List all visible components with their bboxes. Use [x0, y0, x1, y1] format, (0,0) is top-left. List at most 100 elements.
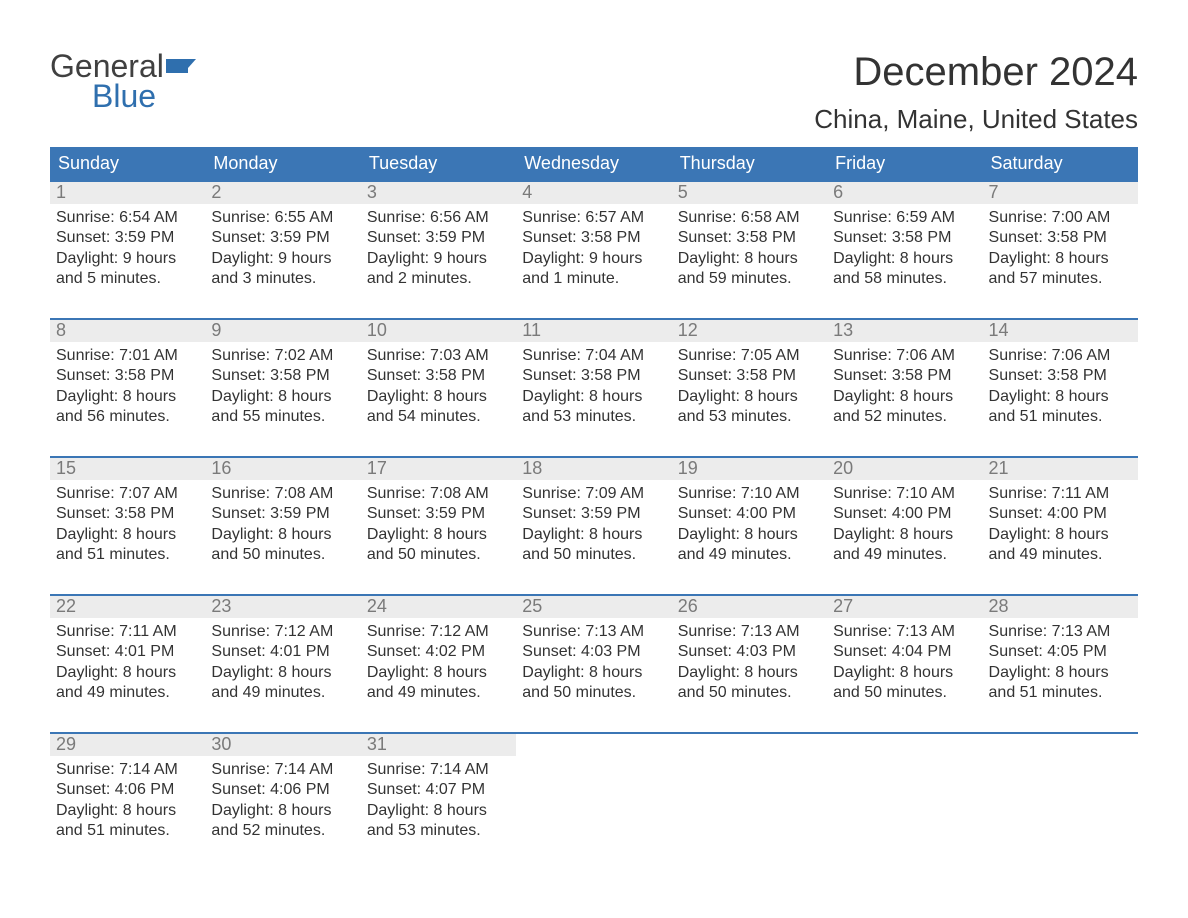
page: General Blue December 2024 China, Maine,…	[0, 0, 1188, 882]
sunrise-text: Sunrise: 7:02 AM	[211, 346, 354, 366]
day-number: 27	[827, 596, 982, 618]
weeks-container: 1Sunrise: 6:54 AMSunset: 3:59 PMDaylight…	[50, 180, 1138, 852]
day-number: 12	[672, 320, 827, 342]
day-detail: Sunrise: 7:05 AMSunset: 3:58 PMDaylight:…	[672, 342, 827, 430]
day-number: 25	[516, 596, 671, 618]
day-number: 30	[205, 734, 360, 756]
day-number: 7	[983, 182, 1138, 204]
calendar-cell: 5Sunrise: 6:58 AMSunset: 3:58 PMDaylight…	[672, 182, 827, 300]
day-number: 19	[672, 458, 827, 480]
weekday-header: Tuesday	[361, 147, 516, 180]
weekday-header: Friday	[827, 147, 982, 180]
daylight-text-2: and 2 minutes.	[367, 269, 510, 289]
daylight-text-2: and 53 minutes.	[367, 821, 510, 841]
daylight-text-2: and 1 minute.	[522, 269, 665, 289]
daylight-text-2: and 57 minutes.	[989, 269, 1132, 289]
sunrise-text: Sunrise: 7:03 AM	[367, 346, 510, 366]
day-number: 5	[672, 182, 827, 204]
day-number: 16	[205, 458, 360, 480]
calendar-cell: 29Sunrise: 7:14 AMSunset: 4:06 PMDayligh…	[50, 734, 205, 852]
daylight-text-1: Daylight: 9 hours	[211, 249, 354, 269]
daylight-text-2: and 52 minutes.	[833, 407, 976, 427]
sunset-text: Sunset: 3:59 PM	[56, 228, 199, 248]
calendar-cell: 27Sunrise: 7:13 AMSunset: 4:04 PMDayligh…	[827, 596, 982, 714]
sunrise-text: Sunrise: 6:59 AM	[833, 208, 976, 228]
daylight-text-2: and 49 minutes.	[678, 545, 821, 565]
calendar-cell: 1Sunrise: 6:54 AMSunset: 3:59 PMDaylight…	[50, 182, 205, 300]
daylight-text-2: and 5 minutes.	[56, 269, 199, 289]
day-number: 9	[205, 320, 360, 342]
daylight-text-2: and 3 minutes.	[211, 269, 354, 289]
weekday-header: Thursday	[672, 147, 827, 180]
daylight-text-1: Daylight: 8 hours	[211, 525, 354, 545]
day-number: 23	[205, 596, 360, 618]
sunrise-text: Sunrise: 7:12 AM	[367, 622, 510, 642]
day-number: 6	[827, 182, 982, 204]
day-detail: Sunrise: 7:13 AMSunset: 4:03 PMDaylight:…	[516, 618, 671, 706]
day-number: 26	[672, 596, 827, 618]
calendar: Sunday Monday Tuesday Wednesday Thursday…	[50, 147, 1138, 852]
day-detail: Sunrise: 7:13 AMSunset: 4:04 PMDaylight:…	[827, 618, 982, 706]
sunset-text: Sunset: 4:06 PM	[56, 780, 199, 800]
week-row: 22Sunrise: 7:11 AMSunset: 4:01 PMDayligh…	[50, 594, 1138, 714]
sunrise-text: Sunrise: 6:55 AM	[211, 208, 354, 228]
daylight-text-2: and 51 minutes.	[989, 683, 1132, 703]
day-number: 24	[361, 596, 516, 618]
day-number: 15	[50, 458, 205, 480]
daylight-text-1: Daylight: 8 hours	[367, 663, 510, 683]
logo-word-blue: Blue	[92, 80, 196, 114]
day-number	[983, 734, 1138, 736]
sunrise-text: Sunrise: 6:54 AM	[56, 208, 199, 228]
sunset-text: Sunset: 3:58 PM	[522, 228, 665, 248]
sunset-text: Sunset: 3:58 PM	[211, 366, 354, 386]
sunset-text: Sunset: 4:03 PM	[678, 642, 821, 662]
daylight-text-2: and 49 minutes.	[211, 683, 354, 703]
daylight-text-1: Daylight: 8 hours	[56, 663, 199, 683]
sunrise-text: Sunrise: 7:07 AM	[56, 484, 199, 504]
daylight-text-1: Daylight: 8 hours	[211, 663, 354, 683]
day-detail: Sunrise: 7:14 AMSunset: 4:06 PMDaylight:…	[50, 756, 205, 844]
sunset-text: Sunset: 4:04 PM	[833, 642, 976, 662]
daylight-text-1: Daylight: 8 hours	[367, 525, 510, 545]
day-number: 20	[827, 458, 982, 480]
sunset-text: Sunset: 4:01 PM	[211, 642, 354, 662]
daylight-text-2: and 49 minutes.	[367, 683, 510, 703]
sunrise-text: Sunrise: 7:14 AM	[56, 760, 199, 780]
day-number	[516, 734, 671, 736]
week-row: 8Sunrise: 7:01 AMSunset: 3:58 PMDaylight…	[50, 318, 1138, 438]
calendar-cell: 23Sunrise: 7:12 AMSunset: 4:01 PMDayligh…	[205, 596, 360, 714]
daylight-text-1: Daylight: 8 hours	[833, 663, 976, 683]
sunset-text: Sunset: 4:02 PM	[367, 642, 510, 662]
calendar-cell: 4Sunrise: 6:57 AMSunset: 3:58 PMDaylight…	[516, 182, 671, 300]
daylight-text-2: and 50 minutes.	[522, 683, 665, 703]
daylight-text-1: Daylight: 8 hours	[833, 387, 976, 407]
daylight-text-2: and 51 minutes.	[989, 407, 1132, 427]
day-detail: Sunrise: 6:56 AMSunset: 3:59 PMDaylight:…	[361, 204, 516, 292]
weekday-header-row: Sunday Monday Tuesday Wednesday Thursday…	[50, 147, 1138, 180]
sunset-text: Sunset: 3:58 PM	[989, 228, 1132, 248]
sunset-text: Sunset: 3:59 PM	[211, 228, 354, 248]
sunrise-text: Sunrise: 7:11 AM	[56, 622, 199, 642]
sunset-text: Sunset: 4:03 PM	[522, 642, 665, 662]
sunset-text: Sunset: 4:00 PM	[989, 504, 1132, 524]
day-detail: Sunrise: 7:01 AMSunset: 3:58 PMDaylight:…	[50, 342, 205, 430]
sunset-text: Sunset: 3:58 PM	[56, 366, 199, 386]
sunrise-text: Sunrise: 7:01 AM	[56, 346, 199, 366]
sunrise-text: Sunrise: 7:06 AM	[833, 346, 976, 366]
day-number: 10	[361, 320, 516, 342]
calendar-cell: 26Sunrise: 7:13 AMSunset: 4:03 PMDayligh…	[672, 596, 827, 714]
daylight-text-2: and 50 minutes.	[678, 683, 821, 703]
calendar-cell: 14Sunrise: 7:06 AMSunset: 3:58 PMDayligh…	[983, 320, 1138, 438]
calendar-cell: 30Sunrise: 7:14 AMSunset: 4:06 PMDayligh…	[205, 734, 360, 852]
calendar-cell: 31Sunrise: 7:14 AMSunset: 4:07 PMDayligh…	[361, 734, 516, 852]
day-detail: Sunrise: 6:54 AMSunset: 3:59 PMDaylight:…	[50, 204, 205, 292]
day-detail: Sunrise: 6:57 AMSunset: 3:58 PMDaylight:…	[516, 204, 671, 292]
calendar-cell	[983, 734, 1138, 852]
sunset-text: Sunset: 4:01 PM	[56, 642, 199, 662]
logo-text: General Blue	[50, 50, 196, 113]
daylight-text-2: and 55 minutes.	[211, 407, 354, 427]
daylight-text-1: Daylight: 8 hours	[56, 525, 199, 545]
sunset-text: Sunset: 3:58 PM	[522, 366, 665, 386]
sunrise-text: Sunrise: 7:10 AM	[678, 484, 821, 504]
calendar-cell: 22Sunrise: 7:11 AMSunset: 4:01 PMDayligh…	[50, 596, 205, 714]
